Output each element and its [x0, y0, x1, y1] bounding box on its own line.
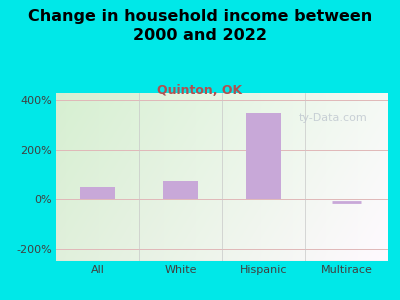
Text: Quinton, OK: Quinton, OK	[158, 84, 242, 97]
Text: ty-Data.com: ty-Data.com	[298, 113, 367, 123]
Text: Change in household income between
2000 and 2022: Change in household income between 2000 …	[28, 9, 372, 43]
Bar	[80, 187, 115, 199]
Bar	[246, 113, 281, 199]
Bar	[163, 181, 198, 199]
